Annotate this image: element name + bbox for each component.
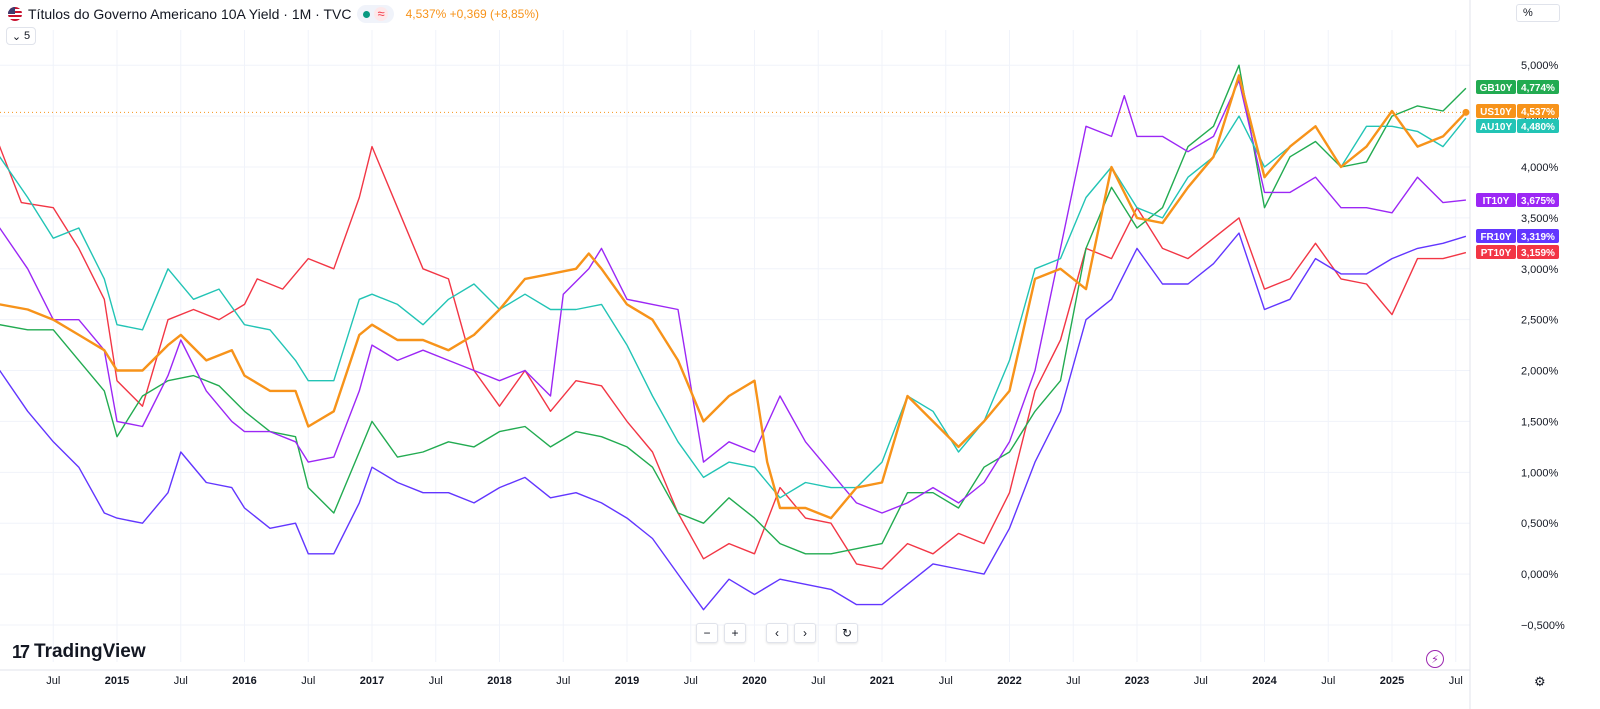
y-tick-label: 4,000%: [1521, 162, 1559, 174]
y-tick-label: 1,500%: [1521, 416, 1559, 428]
market-open-dot-icon: [363, 10, 371, 18]
tradingview-logo[interactable]: 17 TradingView: [12, 641, 146, 663]
us10y-last-point: [1462, 108, 1470, 116]
series-value-bg: [1517, 193, 1559, 207]
delayed-data-icon: ≈: [374, 7, 388, 21]
y-tick-label: 0,500%: [1521, 518, 1559, 530]
scroll-right-button[interactable]: ›: [794, 623, 816, 643]
series-value-label: 3,319%: [1521, 232, 1555, 243]
series-name-bg: [1476, 119, 1516, 133]
tradingview-mark-icon: 17: [12, 641, 30, 662]
series-name-label: FR10Y: [1480, 232, 1511, 243]
x-tick-label: 2015: [105, 675, 129, 687]
series-value-label: 4,537%: [1521, 107, 1555, 118]
x-tick-label: Jul: [174, 675, 188, 687]
series-name-bg: [1476, 245, 1516, 259]
series-name-label: IT10Y: [1483, 196, 1510, 207]
reset-chart-button[interactable]: ↻: [836, 623, 858, 643]
y-tick-label: 3,000%: [1521, 264, 1559, 276]
x-tick-label: 2022: [997, 675, 1021, 687]
series-label-gb10y[interactable]: GB10Y 4,774%: [1476, 80, 1559, 94]
x-tick-label: 2024: [1252, 675, 1277, 687]
series-value-label: 3,159%: [1521, 248, 1555, 259]
lightning-icon[interactable]: ⚡: [1426, 650, 1444, 668]
zoom-out-button[interactable]: −: [696, 623, 718, 643]
series-value-bg: [1517, 119, 1559, 133]
toolbar-spacer: [822, 623, 830, 643]
x-tick-label: 2021: [870, 675, 894, 687]
symbol-title[interactable]: Títulos do Governo Americano 10A Yield ·…: [28, 6, 352, 22]
x-tick-label: 2017: [360, 675, 384, 687]
x-tick-label: 2020: [742, 675, 766, 687]
series-label-au10y[interactable]: AU10Y 4,480%: [1476, 119, 1559, 133]
status-pill[interactable]: ≈: [357, 5, 394, 23]
x-tick-label: Jul: [1449, 675, 1463, 687]
x-tick-label: Jul: [429, 675, 443, 687]
chevron-down-icon: ⌄: [11, 30, 22, 43]
series-label-us10y[interactable]: US10Y 4,537%: [1476, 104, 1559, 118]
series-line-gb10y: [0, 64, 1467, 555]
x-tick-label: Jul: [684, 675, 698, 687]
x-tick-label: Jul: [46, 675, 60, 687]
y-tick-label: 3,500%: [1521, 213, 1559, 225]
series-line-it10y: [0, 79, 1466, 514]
series-line-us10y: [0, 74, 1467, 520]
x-tick-label: Jul: [1066, 675, 1080, 687]
scroll-left-button[interactable]: ‹: [766, 623, 788, 643]
x-tick-label: Jul: [301, 675, 315, 687]
x-tick-label: 2019: [615, 675, 639, 687]
toolbar-spacer: [752, 623, 760, 643]
y-tick-label: 2,500%: [1521, 315, 1559, 327]
series-label-fr10y[interactable]: FR10Y 3,319%: [1476, 229, 1559, 243]
x-tick-label: Jul: [1321, 675, 1335, 687]
x-tick-label: Jul: [1194, 675, 1208, 687]
y-tick-label: 2,000%: [1521, 366, 1559, 378]
series-value-bg: [1517, 229, 1559, 243]
series-name-label: US10Y: [1480, 107, 1512, 118]
x-tick-label: 2018: [487, 675, 511, 687]
series-name-label: PT10Y: [1481, 248, 1512, 259]
x-tick-label: 2023: [1125, 675, 1149, 687]
series-name-bg: [1476, 229, 1516, 243]
y-tick-label: 0,000%: [1521, 569, 1559, 581]
x-tick-label: Jul: [556, 675, 570, 687]
series-name-bg: [1476, 80, 1516, 94]
legend-count: 5: [24, 30, 31, 42]
chart-header: Títulos do Governo Americano 10A Yield ·…: [8, 4, 539, 24]
x-tick-label: 2016: [232, 675, 256, 687]
series-line-pt10y: [0, 145, 1467, 570]
series-name-label: GB10Y: [1480, 83, 1513, 94]
price-scale-unit[interactable]: %: [1516, 4, 1560, 22]
series-value-bg: [1517, 245, 1559, 259]
series-value-label: 3,675%: [1521, 196, 1555, 207]
series-name-bg: [1476, 193, 1516, 207]
y-tick-label: 1,000%: [1521, 467, 1559, 479]
series-name-bg: [1476, 104, 1516, 118]
x-tick-label: Jul: [939, 675, 953, 687]
series-name-label: AU10Y: [1480, 122, 1513, 133]
series-label-pt10y[interactable]: PT10Y 3,159%: [1476, 245, 1559, 259]
us-flag-icon: [8, 7, 22, 21]
series-value-label: 4,774%: [1521, 83, 1555, 94]
logo-text: TradingView: [34, 641, 146, 662]
y-tick-label: −0,500%: [1521, 620, 1565, 632]
x-tick-label: Jul: [811, 675, 825, 687]
collapse-legend-button[interactable]: ⌄ 5: [6, 27, 36, 45]
zoom-in-button[interactable]: +: [724, 623, 746, 643]
series-label-it10y[interactable]: IT10Y 3,675%: [1476, 193, 1559, 207]
gear-icon[interactable]: ⚙: [1534, 674, 1546, 689]
chart-navigation-toolbar: − + ‹ › ↻: [696, 623, 858, 643]
x-tick-label: 2025: [1380, 675, 1404, 687]
series-line-au10y: [0, 115, 1467, 499]
series-line-fr10y: [0, 232, 1467, 611]
series-value-bg: [1517, 104, 1559, 118]
series-value-label: 4,480%: [1521, 122, 1555, 133]
last-quote: 4,537% +0,369 (+8,85%): [405, 7, 540, 21]
y-tick-label: 5,000%: [1521, 60, 1559, 72]
series-value-bg: [1517, 80, 1559, 94]
